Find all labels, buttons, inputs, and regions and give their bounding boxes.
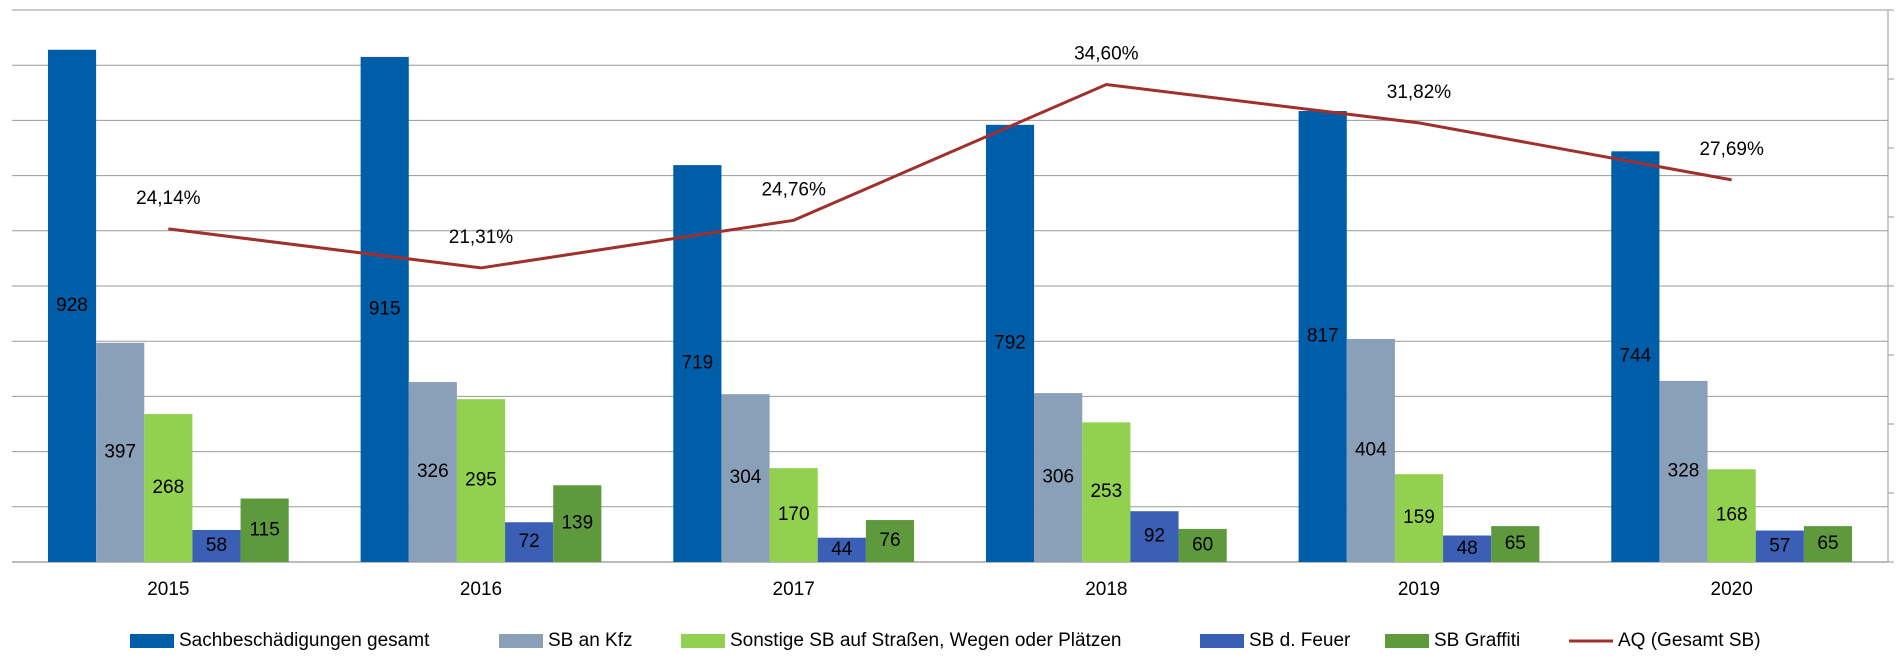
legend-swatch: [130, 634, 174, 648]
x-tick-label: 2020: [1711, 579, 1753, 600]
bar: [1659, 380, 1708, 562]
bar: [144, 414, 193, 562]
bar: [769, 468, 818, 562]
bar: [1178, 528, 1227, 562]
data-label: 792: [994, 332, 1026, 353]
data-label: 139: [561, 513, 593, 534]
bar: [817, 537, 866, 562]
line-label: 27,69%: [1699, 139, 1764, 160]
data-label: 65: [1505, 533, 1526, 554]
data-label: 58: [206, 535, 227, 556]
x-tick-label: 2016: [460, 579, 502, 600]
data-label: 719: [682, 353, 714, 374]
data-label: 295: [465, 470, 497, 491]
data-label: 65: [1817, 533, 1838, 554]
data-label: 268: [152, 477, 184, 498]
bar: [505, 522, 554, 562]
data-label: 928: [56, 295, 88, 316]
data-label: 76: [879, 530, 900, 551]
bar: [408, 382, 457, 562]
bar: [553, 485, 602, 562]
line: [168, 82, 1732, 270]
line-label: 24,76%: [761, 179, 826, 200]
data-label: 92: [1144, 526, 1165, 547]
data-label: 44: [831, 539, 853, 560]
bar: [1298, 111, 1347, 563]
x-tick-label: 2015: [147, 579, 189, 600]
bar: [1755, 530, 1804, 562]
data-label: 168: [1716, 505, 1748, 526]
x-tick-label: 2017: [773, 579, 815, 600]
data-label: 326: [417, 461, 449, 482]
data-label: 170: [778, 504, 810, 525]
data-label: 915: [369, 298, 401, 319]
bar: [1346, 338, 1395, 562]
bar: [360, 56, 409, 563]
bar: [721, 394, 770, 562]
legend-label: Sonstige SB auf Straßen, Wegen oder Plät…: [730, 630, 1122, 651]
legend-swatch: [1200, 634, 1244, 648]
data-label: 115: [249, 519, 279, 540]
bar: [1130, 511, 1179, 562]
x-tick-label: 2019: [1398, 579, 1440, 600]
line-label: 31,82%: [1387, 82, 1452, 103]
legend-label: SB Graffiti: [1434, 630, 1520, 651]
data-label: 306: [1042, 467, 1074, 488]
data-label: 397: [104, 441, 136, 462]
data-label: 159: [1403, 507, 1435, 528]
legend-label: SB d. Feuer: [1249, 630, 1351, 651]
data-label: 744: [1620, 346, 1652, 367]
legend-label: SB an Kfz: [548, 630, 633, 651]
bar: [985, 124, 1035, 562]
legend-swatch: [681, 634, 725, 648]
bar: [240, 498, 289, 562]
bar: [1803, 526, 1853, 562]
data-label: 57: [1769, 535, 1790, 556]
data-label: 48: [1457, 538, 1478, 559]
bar: [1082, 422, 1131, 562]
line-label: 34,60%: [1074, 44, 1139, 65]
legend-label: Sachbeschädigungen gesamt: [179, 630, 430, 651]
bar: [1034, 393, 1083, 562]
data-label: 72: [519, 531, 540, 552]
line-label: 21,31%: [449, 227, 514, 248]
bar: [1611, 151, 1660, 562]
bar: [96, 342, 145, 562]
legend-swatch: [1385, 634, 1429, 648]
bar: [865, 520, 915, 562]
line-label: 24,14%: [136, 188, 201, 209]
bar: [1394, 474, 1444, 562]
bar: [1443, 535, 1492, 562]
legend-label: AQ (Gesamt SB): [1618, 630, 1761, 651]
data-label: 817: [1307, 326, 1339, 347]
data-label: 328: [1668, 460, 1700, 481]
x-tick-label: 2018: [1085, 579, 1127, 600]
legend-swatch: [499, 634, 543, 648]
bar: [192, 529, 241, 562]
bar: [1491, 526, 1540, 562]
bar: [47, 49, 97, 562]
data-label: 404: [1355, 440, 1387, 461]
data-label: 253: [1090, 481, 1122, 502]
bar: [456, 399, 506, 562]
data-label: 304: [730, 467, 762, 488]
bar: [1707, 469, 1756, 562]
data-label: 60: [1192, 534, 1213, 555]
